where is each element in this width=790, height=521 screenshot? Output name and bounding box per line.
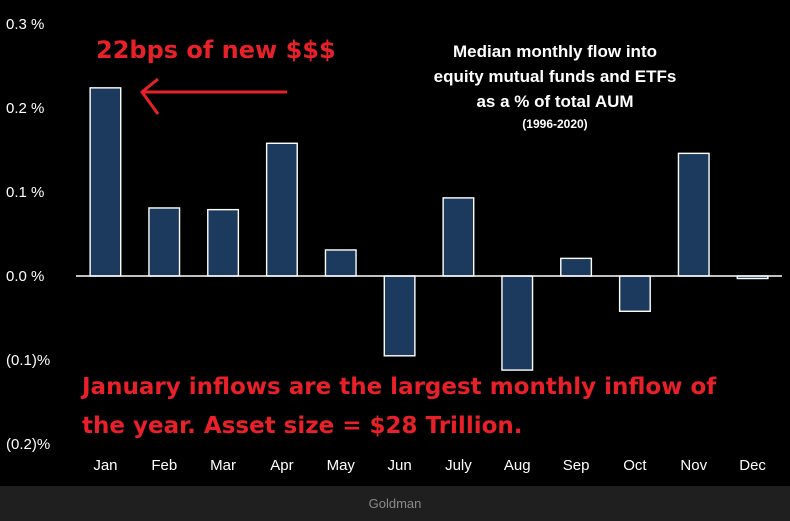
bar-sep (560, 257, 593, 277)
x-tick-label: Nov (680, 457, 707, 474)
x-tick-label: Oct (623, 457, 647, 474)
chart-title: Median monthly flow into equity mutual f… (434, 42, 677, 131)
x-tick-label: Mar (210, 457, 236, 474)
y-tick-label: 0.1 % (6, 184, 44, 201)
source-label: Goldman (368, 496, 422, 511)
x-tick-label: July (445, 457, 472, 474)
title-line-2: equity mutual funds and ETFs (434, 67, 677, 86)
chart-area: 0.3 % 0.2 % 0.1 % 0.0 % (0.1)% (0.2)% Jan Feb M… (6, 16, 782, 474)
y-tick-label: (0.1)% (6, 352, 50, 369)
title-line-3: as a % of total AUM (476, 92, 633, 111)
bar-may (324, 249, 357, 277)
bar-chart: 0.3 % 0.2 % 0.1 % 0.0 % (0.1)% (0.2)% Jan Feb M… (6, 16, 782, 474)
x-tick-label: Jun (387, 457, 411, 474)
annotation-22bps: 22bps of new $$$ (96, 36, 336, 115)
annotation-january-line-2: the year. Asset size = $28 Trillion. (82, 413, 523, 439)
x-tick-label: Dec (739, 457, 766, 474)
x-tick-label: Sep (563, 457, 590, 474)
bar-feb (148, 207, 181, 277)
x-tick-label: Jan (93, 457, 117, 474)
bar-jun (383, 275, 416, 357)
bar-apr (265, 142, 298, 277)
bar-mar (207, 208, 240, 277)
y-tick-label: 0.2 % (6, 100, 44, 117)
bar-aug (501, 275, 534, 371)
x-tick-label: Feb (151, 457, 177, 474)
bar-nov (677, 152, 710, 277)
y-tick-label: (0.2)% (6, 436, 50, 453)
red-arrow-icon (139, 77, 287, 115)
annotation-january: January inflows are the largest monthly … (80, 374, 717, 439)
y-tick-label: 0.3 % (6, 16, 44, 33)
chart-subtitle: (1996-2020) (522, 117, 587, 131)
x-tick-label: Aug (504, 457, 531, 474)
annotation-22bps-text: 22bps of new $$$ (96, 36, 336, 64)
bar-oct (618, 275, 651, 312)
title-line-1: Median monthly flow into (453, 42, 657, 61)
bar-july (442, 197, 475, 277)
source-footer: Goldman (0, 486, 790, 521)
y-tick-label: 0.0 % (6, 268, 44, 285)
x-tick-label: Apr (270, 457, 293, 474)
x-tick-label: May (327, 457, 356, 474)
bar-jan (89, 87, 122, 277)
annotation-january-line-1: January inflows are the largest monthly … (80, 374, 717, 400)
